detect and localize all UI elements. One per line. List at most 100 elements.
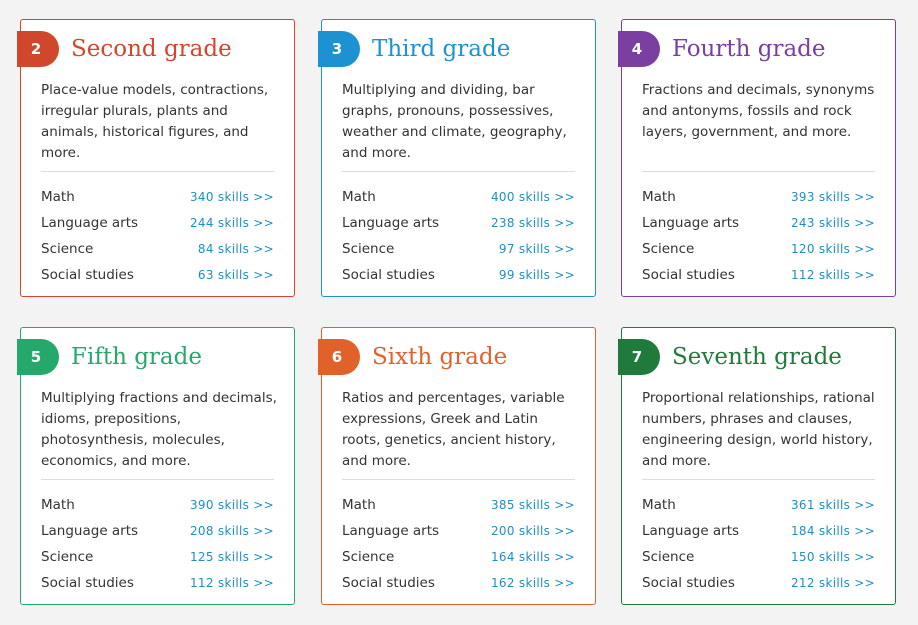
- skills-link[interactable]: 238 skills >>: [491, 216, 575, 230]
- skills-link[interactable]: 244 skills >>: [190, 216, 274, 230]
- subject-label: Math: [342, 189, 376, 205]
- subject-row-language-arts: Language arts 184 skills >>: [642, 518, 875, 544]
- subject-row-math: Math 390 skills >>: [41, 492, 274, 518]
- subject-label: Social studies: [342, 267, 435, 283]
- subject-row-science: Science 97 skills >>: [342, 236, 575, 262]
- skills-link[interactable]: 390 skills >>: [190, 498, 274, 512]
- subject-label: Language arts: [642, 215, 740, 231]
- skills-link[interactable]: 112 skills >>: [190, 576, 274, 590]
- skills-link[interactable]: 97 skills >>: [498, 242, 575, 256]
- subject-label: Science: [342, 549, 395, 565]
- skills-link[interactable]: 200 skills >>: [491, 524, 575, 538]
- subject-label: Science: [41, 241, 94, 257]
- grade-number-badge: 3: [318, 31, 360, 67]
- subject-row-social-studies: Social studies 162 skills >>: [342, 570, 575, 596]
- grade-card-4[interactable]: 4 Fourth grade Fractions and decimals, s…: [618, 19, 896, 297]
- subject-label: Math: [41, 189, 75, 205]
- grade-card-7[interactable]: 7 Seventh grade Proportional relationshi…: [618, 327, 896, 605]
- grade-number-badge: 4: [618, 31, 660, 67]
- subject-row-science: Science 150 skills >>: [642, 544, 875, 570]
- grade-number-badge: 2: [17, 31, 59, 67]
- grade-title[interactable]: Third grade: [372, 36, 511, 62]
- skills-link[interactable]: 243 skills >>: [791, 216, 875, 230]
- grade-card-5[interactable]: 5 Fifth grade Multiplying fractions and …: [17, 327, 295, 605]
- skills-link[interactable]: 125 skills >>: [190, 550, 274, 564]
- subject-row-math: Math 393 skills >>: [642, 184, 875, 210]
- subject-label: Language arts: [342, 215, 440, 231]
- subject-label: Science: [342, 241, 395, 257]
- grade-number-badge: 5: [17, 339, 59, 375]
- subject-label: Language arts: [642, 523, 740, 539]
- skills-link[interactable]: 99 skills >>: [498, 268, 575, 282]
- subject-label: Social studies: [342, 575, 435, 591]
- subject-row-social-studies: Social studies 112 skills >>: [41, 570, 274, 596]
- skills-link[interactable]: 120 skills >>: [791, 242, 875, 256]
- divider: [642, 479, 875, 480]
- skills-link[interactable]: 162 skills >>: [491, 576, 575, 590]
- skills-link[interactable]: 385 skills >>: [491, 498, 575, 512]
- subject-row-math: Math 400 skills >>: [342, 184, 575, 210]
- grade-number-badge: 6: [318, 339, 360, 375]
- divider: [642, 171, 875, 172]
- subject-row-language-arts: Language arts 200 skills >>: [342, 518, 575, 544]
- skills-link[interactable]: 184 skills >>: [791, 524, 875, 538]
- skills-link[interactable]: 208 skills >>: [190, 524, 274, 538]
- subject-label: Math: [342, 497, 376, 513]
- divider: [342, 171, 575, 172]
- grade-title[interactable]: Seventh grade: [672, 344, 842, 370]
- subject-row-language-arts: Language arts 208 skills >>: [41, 518, 274, 544]
- skills-link[interactable]: 112 skills >>: [791, 268, 875, 282]
- subject-label: Social studies: [41, 575, 134, 591]
- subject-row-math: Math 385 skills >>: [342, 492, 575, 518]
- subject-row-science: Science 164 skills >>: [342, 544, 575, 570]
- subject-row-social-studies: Social studies 99 skills >>: [342, 262, 575, 288]
- skills-link[interactable]: 400 skills >>: [491, 190, 575, 204]
- subject-list: Math 385 skills >> Language arts 200 skill…: [342, 492, 575, 596]
- divider: [342, 479, 575, 480]
- skills-link[interactable]: 164 skills >>: [491, 550, 575, 564]
- skills-link[interactable]: 84 skills >>: [197, 242, 274, 256]
- grade-description: Place-value models, contractions, irregu…: [41, 82, 269, 161]
- subject-list: Math 400 skills >> Language arts 238 skill…: [342, 184, 575, 288]
- divider: [41, 479, 274, 480]
- skills-link[interactable]: 150 skills >>: [791, 550, 875, 564]
- skills-link[interactable]: 63 skills >>: [197, 268, 274, 282]
- skills-link[interactable]: 340 skills >>: [190, 190, 274, 204]
- subject-list: Math 390 skills >> Language arts 208 skill…: [41, 492, 274, 596]
- subject-label: Math: [642, 497, 676, 513]
- skills-link[interactable]: 361 skills >>: [791, 498, 875, 512]
- grade-description: Proportional relationships, rational num…: [642, 390, 875, 469]
- subject-label: Social studies: [41, 267, 134, 283]
- grade-title[interactable]: Second grade: [71, 36, 232, 62]
- subject-label: Science: [642, 241, 695, 257]
- subject-row-math: Math 340 skills >>: [41, 184, 274, 210]
- subject-row-language-arts: Language arts 238 skills >>: [342, 210, 575, 236]
- subject-label: Language arts: [41, 523, 139, 539]
- subject-label: Social studies: [642, 267, 735, 283]
- subject-row-language-arts: Language arts 243 skills >>: [642, 210, 875, 236]
- divider: [41, 171, 274, 172]
- subject-label: Social studies: [642, 575, 735, 591]
- grade-number-badge: 7: [618, 339, 660, 375]
- subject-row-science: Science 125 skills >>: [41, 544, 274, 570]
- subject-row-social-studies: Social studies 212 skills >>: [642, 570, 875, 596]
- grade-card-6[interactable]: 6 Sixth grade Ratios and percentages, va…: [318, 327, 596, 605]
- grade-title[interactable]: Fourth grade: [672, 36, 826, 62]
- grade-card-2[interactable]: 2 Second grade Place-value models, contr…: [17, 19, 295, 297]
- subject-list: Math 361 skills >> Language arts 184 skill…: [642, 492, 875, 596]
- subject-row-science: Science 84 skills >>: [41, 236, 274, 262]
- grade-title[interactable]: Sixth grade: [372, 344, 508, 370]
- subject-label: Language arts: [41, 215, 139, 231]
- subject-row-language-arts: Language arts 244 skills >>: [41, 210, 274, 236]
- skills-link[interactable]: 393 skills >>: [791, 190, 875, 204]
- subject-label: Language arts: [342, 523, 440, 539]
- skills-link[interactable]: 212 skills >>: [791, 576, 875, 590]
- grade-description: Ratios and percentages, variable express…: [342, 390, 565, 469]
- grade-title[interactable]: Fifth grade: [71, 344, 202, 370]
- subject-row-social-studies: Social studies 63 skills >>: [41, 262, 274, 288]
- subject-list: Math 340 skills >> Language arts 244 skill…: [41, 184, 274, 288]
- grade-card-3[interactable]: 3 Third grade Multiplying and dividing, …: [318, 19, 596, 297]
- subject-list: Math 393 skills >> Language arts 243 skill…: [642, 184, 875, 288]
- subject-label: Math: [642, 189, 676, 205]
- subject-row-science: Science 120 skills >>: [642, 236, 875, 262]
